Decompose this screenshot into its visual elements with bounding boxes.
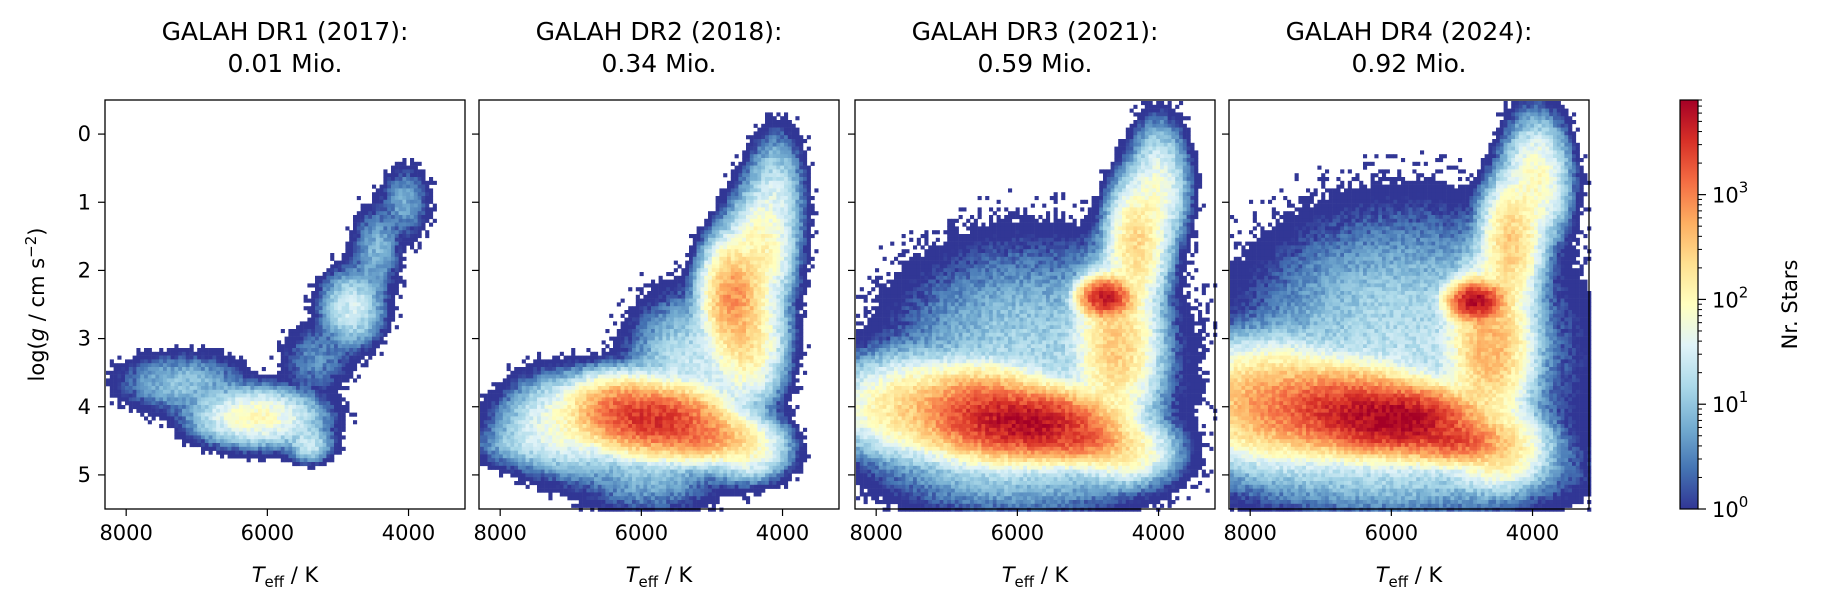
colorbar-label: Nr. Stars [1778, 260, 1802, 350]
y-tick-label: 5 [78, 463, 91, 487]
panel-title-line1: GALAH DR4 (2024): [1286, 17, 1533, 46]
y-axis-label: log(g / cm s−2) [22, 228, 49, 382]
x-tick-label: 8000 [1223, 521, 1276, 545]
panel-title-line2: 0.59 Mio. [978, 49, 1093, 78]
plot-frame [478, 99, 840, 510]
x-axis-label: Teff / K [252, 563, 320, 591]
density-heatmap [480, 112, 819, 512]
density-heatmap [106, 158, 437, 470]
y-tick-label: 3 [78, 327, 91, 351]
colorbar-tick-label: 101 [1712, 388, 1748, 417]
panel-title-line2: 0.34 Mio. [602, 49, 717, 78]
plot-frame [854, 99, 1216, 510]
x-axis-label: Teff / K [626, 563, 694, 591]
x-tick-label: 6000 [1365, 521, 1418, 545]
x-axis-label: Teff / K [1376, 563, 1444, 591]
panel-1: GALAH DR1 (2017): 0.01 Mio. 8000 6000 4000 Te… [22, 17, 466, 591]
x-tick-label: 6000 [615, 521, 668, 545]
panel-title-line2: 0.01 Mio. [228, 49, 343, 78]
colorbar-tick-label: 100 [1712, 493, 1748, 522]
y-tick-label: 2 [78, 258, 91, 282]
colorbar-tick-label: 102 [1712, 283, 1748, 312]
y-tick-label: 1 [78, 190, 91, 214]
x-tick-label: 8000 [849, 521, 902, 545]
plot-frame [104, 99, 466, 510]
colorbar-tick-label: 103 [1712, 179, 1748, 208]
x-tick-label: 4000 [1506, 521, 1559, 545]
x-tick-label: 8000 [473, 521, 526, 545]
panels-group: GALAH DR1 (2017): 0.01 Mio. 8000 6000 4000 Te… [22, 17, 1592, 591]
panel-2: GALAH DR2 (2018): 0.34 Mio. 8000 6000 4000 Te… [472, 17, 840, 591]
y-tick-label: 4 [78, 395, 91, 419]
colorbar-gradient [1679, 99, 1699, 510]
panel-3: GALAH DR3 (2021): 0.59 Mio. 8000 6000 4000 Te… [848, 17, 1218, 591]
x-axis-label: Teff / K [1002, 563, 1070, 591]
colorbar: 100 101 102 103 Nr. Stars [1679, 99, 1802, 522]
x-tick-label: 4000 [1132, 521, 1185, 545]
plot-frame [1228, 99, 1590, 510]
density-heatmap [856, 101, 1218, 512]
panel-title-line2: 0.92 Mio. [1352, 49, 1467, 78]
x-tick-label: 4000 [756, 521, 809, 545]
x-tick-label: 6000 [991, 521, 1044, 545]
panel-title-line1: GALAH DR3 (2021): [912, 17, 1159, 46]
y-tick-label: 0 [78, 122, 91, 146]
panel-title-line1: GALAH DR2 (2018): [536, 17, 783, 46]
panel-title-line1: GALAH DR1 (2017): [162, 17, 409, 46]
x-tick-label: 6000 [241, 521, 294, 545]
x-tick-label: 4000 [382, 521, 435, 545]
x-tick-label: 8000 [99, 521, 152, 545]
panel-4: GALAH DR4 (2024): 0.92 Mio. 8000 6000 4000 Te… [1222, 17, 1592, 591]
density-heatmap [1230, 101, 1592, 512]
